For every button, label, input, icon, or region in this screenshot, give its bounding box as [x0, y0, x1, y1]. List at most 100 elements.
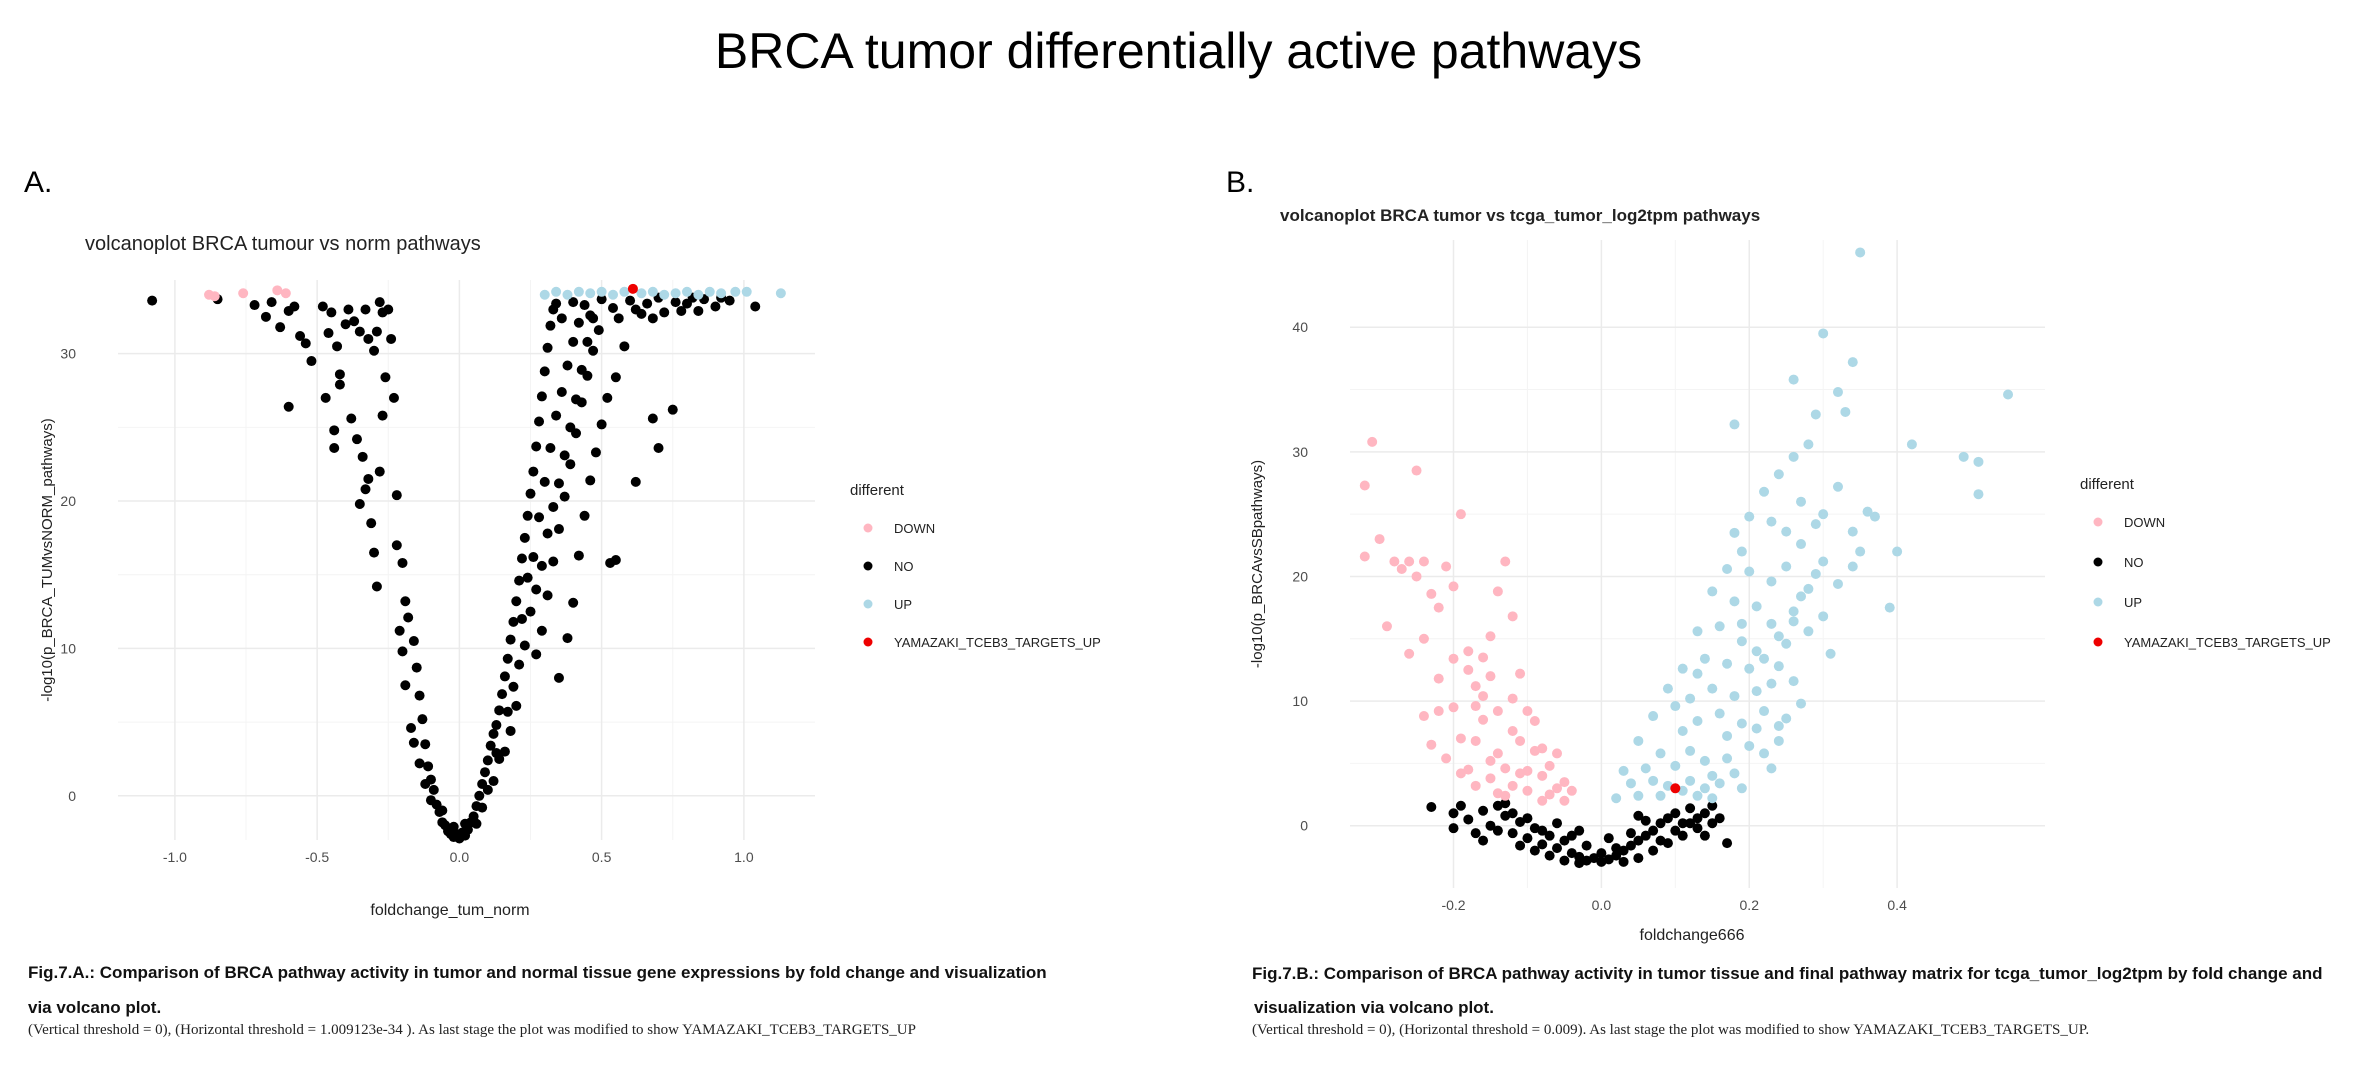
chart-a-xtick-label: -1.0 [163, 849, 187, 865]
chart-b-point-up [1677, 725, 1688, 736]
chart-a-point-down [272, 285, 283, 296]
chart-b-point-up [1722, 563, 1733, 574]
chart-a-point-no [485, 740, 496, 751]
chart-a-point-no [593, 325, 604, 336]
chart-b-point-no [1448, 808, 1459, 819]
chart-a-ytick-label: 20 [60, 493, 76, 509]
chart-a-xtick-label: 0.0 [450, 849, 470, 865]
chart-a-point-no [553, 478, 564, 489]
chart-b-point-no [1522, 813, 1533, 824]
chart-b-point-no [1618, 856, 1629, 867]
chart-b-point-no [1722, 838, 1733, 849]
chart-b-legend-label: UP [2124, 595, 2142, 610]
chart-a-legend-title: different [850, 482, 905, 499]
chart-a-point-no [545, 443, 556, 453]
chart-a-point-no [588, 313, 599, 324]
chart-a-point-no [363, 473, 374, 484]
chart-a-point-no [423, 761, 434, 772]
chart-b-point-no [1640, 830, 1651, 841]
chart-a-point-no [320, 392, 331, 403]
chart-b-point-no [1529, 845, 1540, 856]
chart-b-point-up [1707, 793, 1718, 804]
chart-b-point-up [1796, 496, 1807, 507]
chart-a-ytick-label: 10 [60, 640, 76, 656]
chart-b-point-up [1759, 748, 1770, 759]
chart-a-point-no [647, 413, 658, 424]
chart-b-point-no [1685, 803, 1696, 814]
chart-b-point-no [1574, 825, 1585, 836]
chart-a-point-no [642, 298, 653, 309]
chart-a-point-up [741, 286, 752, 297]
chart-b-point-up [1685, 775, 1696, 786]
chart-b-point-no [1559, 855, 1570, 866]
chart-b-point-up [1625, 778, 1636, 789]
chart-a-point-no [383, 304, 394, 315]
chart-a-point-no [536, 560, 547, 571]
chart-a-point-no [334, 379, 345, 390]
chart-a-point-no [417, 714, 428, 725]
chart-b-point-down [1441, 561, 1452, 572]
chart-b-point-up [1633, 735, 1644, 746]
chart-b-point-no [1633, 835, 1644, 846]
chart-b-point-up [1744, 740, 1755, 751]
chart-b-point-no [1603, 833, 1614, 844]
chart-b-point-up [1692, 790, 1703, 801]
chart-a-point-no [670, 297, 681, 308]
chart-a-point-up [775, 288, 786, 299]
chart-a-point-no [343, 304, 354, 315]
chart-a-point-no [400, 680, 411, 691]
chart-b-point-down [1544, 789, 1555, 800]
chart-b-point-no [1603, 854, 1614, 865]
chart-b-point-down [1359, 480, 1370, 491]
chart-b-point-no [1478, 835, 1489, 846]
chart-b-point-up [1633, 790, 1644, 801]
chart-a-point-no [346, 413, 357, 424]
chart-a-point-no [391, 490, 402, 501]
chart-a-point-no [585, 475, 596, 486]
chart-b-point-up [1707, 586, 1718, 597]
chart-a-legend-label: DOWN [894, 521, 935, 536]
page-title: BRCA tumor differentially active pathway… [714, 23, 1643, 79]
chart-b-point-up [1796, 539, 1807, 550]
chart-b-point-up [1788, 676, 1799, 687]
chart-a-point-up [619, 286, 630, 297]
chart-a-point-no [630, 476, 641, 487]
chart-b-point-down [1492, 748, 1503, 759]
chart-b-point-up [1766, 678, 1777, 689]
chart-a-point-no [502, 653, 513, 664]
chart-b-point-up [1744, 663, 1755, 674]
chart-b-legend-key-up [2093, 597, 2103, 607]
chart-a-point-no [502, 706, 513, 717]
chart-a-point-no [608, 303, 619, 313]
chart-b-point-up [1722, 753, 1733, 764]
chart-b-point-down [1411, 465, 1422, 476]
chart-b-point-no [1507, 808, 1518, 819]
chart-a-ytick-label: 0 [68, 788, 76, 804]
chart-b-point-down [1396, 563, 1407, 574]
chart-b-point-up [1707, 770, 1718, 781]
chart-a-point-up [647, 286, 658, 297]
chart-a-point-no [479, 767, 490, 778]
chart-b-point-down [1559, 795, 1570, 806]
chart-a-point-no [676, 305, 687, 316]
chart-a-point-no [306, 356, 317, 367]
chart-a-point-no [573, 550, 584, 561]
chart-b-point-up [1810, 409, 1821, 420]
chart-a-point-no [491, 748, 502, 759]
chart-b-point-no [1426, 802, 1437, 812]
caption-b-note: (Vertical threshold = 0), (Horizontal th… [1252, 1022, 2090, 1038]
chart-a-point-no [400, 596, 411, 607]
chart-b-x-axis-label: foldchange666 [1640, 927, 1745, 944]
chart-a-point-no [508, 616, 519, 627]
chart-a-point-no [505, 634, 516, 645]
chart-b-point-up [1751, 646, 1762, 657]
chart-b-point-down [1478, 691, 1489, 702]
chart-a-point-no [539, 476, 550, 487]
chart-b-point-down [1463, 764, 1474, 775]
chart-b-point-down [1433, 602, 1444, 613]
chart-b-point-yamazaki-tceb3-targets-up [1670, 783, 1681, 794]
chart-a-point-no [710, 301, 721, 312]
chart-a-point-no [283, 401, 294, 412]
chart-b-point-up [1773, 469, 1784, 480]
chart-b-point-no [1544, 850, 1555, 861]
